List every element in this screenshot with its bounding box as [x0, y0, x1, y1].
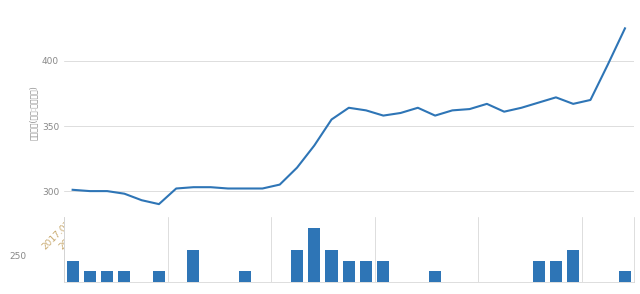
Bar	[550, 260, 562, 282]
Bar	[239, 271, 252, 282]
Bar	[532, 260, 545, 282]
Bar	[188, 250, 200, 282]
Bar	[308, 228, 321, 282]
Bar	[291, 250, 303, 282]
Bar	[118, 271, 131, 282]
Text: 250: 250	[10, 252, 27, 261]
Bar	[84, 271, 96, 282]
Bar	[101, 271, 113, 282]
Bar	[567, 250, 579, 282]
Bar	[429, 271, 441, 282]
Y-axis label: 거래금액(단위:일백만원): 거래금액(단위:일백만원)	[29, 86, 38, 140]
Bar	[153, 271, 165, 282]
Bar	[360, 260, 372, 282]
Bar	[326, 250, 337, 282]
Bar	[378, 260, 389, 282]
Bar	[619, 271, 631, 282]
Bar	[67, 260, 79, 282]
Bar	[343, 260, 355, 282]
